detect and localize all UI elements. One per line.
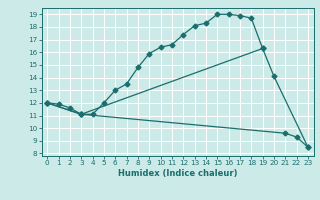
X-axis label: Humidex (Indice chaleur): Humidex (Indice chaleur) (118, 169, 237, 178)
